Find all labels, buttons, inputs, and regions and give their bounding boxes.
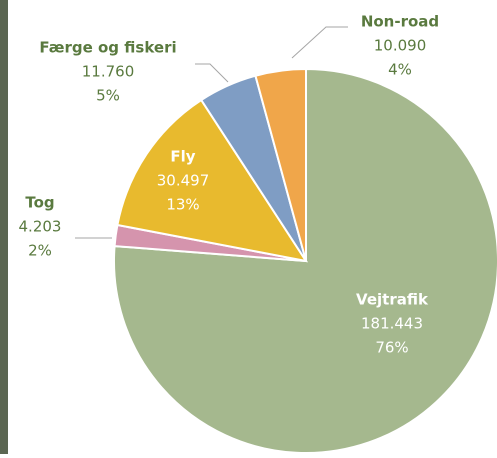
- leader-line: [291, 26, 348, 59]
- value-label: 4.203: [19, 218, 62, 236]
- labels: Vejtrafik 181.443 76% Tog 4.203 2% Fly 30.497 13…: [19, 13, 440, 357]
- category-label: Non-road: [361, 13, 439, 31]
- pie-slice: [116, 98, 309, 263]
- percent-label: 4%: [388, 61, 412, 79]
- value-label: 181.443: [361, 315, 423, 333]
- side-bar: [0, 0, 8, 454]
- category-label: Fly: [170, 148, 195, 166]
- percent-label: 13%: [166, 196, 199, 214]
- category-label: Tog: [25, 194, 54, 212]
- percent-label: 2%: [28, 242, 52, 260]
- category-label: Vejtrafik: [356, 291, 429, 309]
- percent-label: 76%: [375, 339, 408, 357]
- percent-label: 5%: [96, 87, 120, 105]
- value-label: 11.760: [82, 63, 135, 81]
- value-label: 10.090: [374, 37, 427, 55]
- leader-line: [195, 63, 229, 83]
- value-label: 30.497: [157, 172, 210, 190]
- pie-slice: [254, 67, 307, 262]
- slices: [113, 67, 497, 454]
- category-label: Færge og fiskeri: [39, 39, 176, 57]
